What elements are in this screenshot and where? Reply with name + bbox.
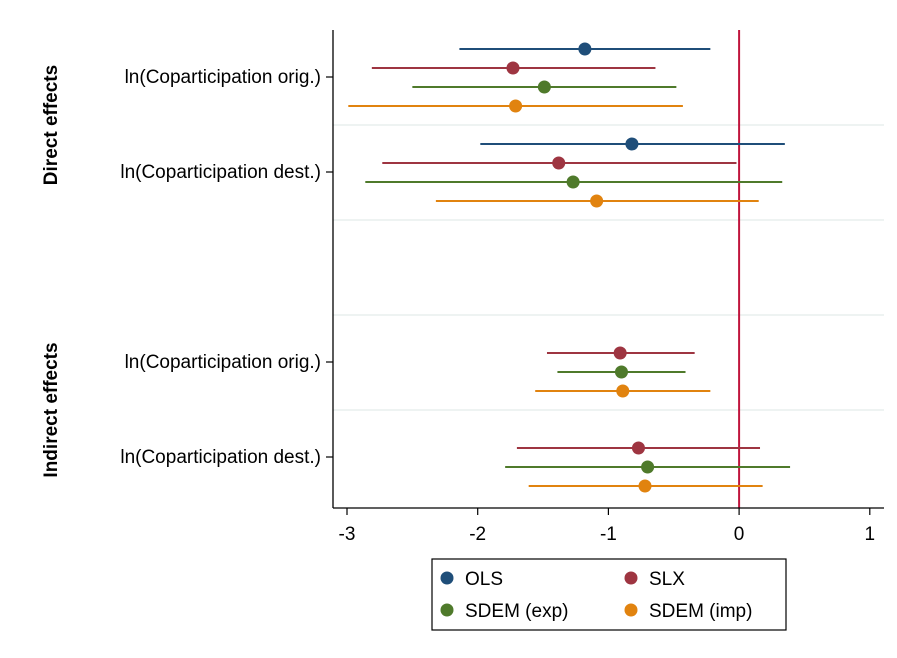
legend-marker xyxy=(440,571,454,585)
point-estimate xyxy=(613,346,627,360)
point-estimate xyxy=(537,80,551,94)
point-estimate xyxy=(625,137,639,151)
legend-marker xyxy=(624,603,638,617)
row-label: ln(Coparticipation orig.) xyxy=(125,67,321,88)
axes: -3 -2 -1 0 1 Direct effects ln(Coparticipation… xyxy=(41,30,884,545)
point-estimate xyxy=(631,441,645,455)
point-estimate xyxy=(638,479,652,493)
x-tick-label: -2 xyxy=(469,524,486,545)
legend-box xyxy=(431,558,787,631)
x-tick-label: -3 xyxy=(339,524,356,545)
legend: OLS SLX SDEM (exp) SDEM (imp) xyxy=(431,558,787,631)
point-estimate xyxy=(590,194,604,208)
point-estimate xyxy=(509,99,523,113)
group-label: Direct effects xyxy=(41,65,62,185)
x-tick-label: 0 xyxy=(734,524,745,545)
estimate-marks xyxy=(348,42,791,493)
row-label: ln(Coparticipation orig.) xyxy=(125,352,321,373)
legend-label: OLS xyxy=(465,569,503,590)
x-tick-label: -1 xyxy=(600,524,617,545)
point-estimate xyxy=(566,175,580,189)
legend-marker xyxy=(440,603,454,617)
row-separators xyxy=(333,124,884,411)
row-label: ln(Coparticipation dest.) xyxy=(120,162,321,183)
group-label: Indirect effects xyxy=(41,342,62,477)
point-estimate xyxy=(616,384,630,398)
point-estimate xyxy=(552,156,566,170)
legend-label: SDEM (imp) xyxy=(649,601,752,622)
row-label: ln(Coparticipation dest.) xyxy=(120,447,321,468)
legend-label: SDEM (exp) xyxy=(465,601,568,622)
legend-marker xyxy=(624,571,638,585)
legend-label: SLX xyxy=(649,569,685,590)
x-tick-label: 1 xyxy=(865,524,876,545)
point-estimate xyxy=(578,42,592,56)
point-estimate xyxy=(641,460,655,474)
point-estimate xyxy=(506,61,520,75)
point-estimate xyxy=(614,365,628,379)
